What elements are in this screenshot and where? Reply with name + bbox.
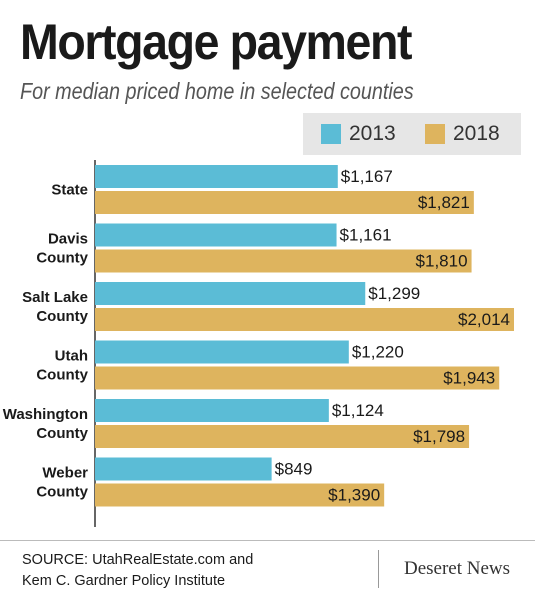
bar-2018	[95, 191, 474, 214]
legend: 2013 2018	[303, 113, 521, 155]
bar-2013	[95, 165, 338, 188]
bar-2018	[95, 308, 514, 331]
bar-2013	[95, 457, 272, 481]
category-label: Utah County	[36, 348, 88, 384]
source-line-1: SOURCE: UtahRealEstate.com and	[22, 552, 254, 568]
deseret-news-logo: Deseret News	[404, 558, 511, 579]
value-label-2013: $1,299	[368, 284, 420, 303]
bar-2013	[95, 399, 329, 422]
value-label-2013: $1,220	[352, 343, 404, 362]
legend-swatch-2013	[321, 124, 341, 144]
legend-item-2018: 2018	[425, 113, 500, 155]
value-label-2013: $1,161	[340, 226, 392, 245]
value-label-2018: $1,821	[418, 193, 470, 212]
category-label: Weber County	[36, 465, 88, 501]
value-label-2018: $1,798	[413, 427, 465, 446]
value-label-2018: $2,014	[458, 310, 510, 329]
legend-item-2013: 2013	[321, 113, 396, 155]
value-label-2018: $1,390	[328, 486, 380, 505]
legend-label-2013: 2013	[349, 122, 396, 145]
bar-2018	[95, 483, 385, 507]
chart-title: Mortgage payment	[20, 14, 412, 70]
chart-subtitle: For median priced home in selected count…	[20, 78, 414, 104]
bar-2013	[95, 340, 349, 364]
bar-chart: State $1,167 $1,821 Davis County $1,161 $1,810…	[3, 160, 514, 527]
footer-divider	[378, 550, 379, 588]
source-line-2: Kem C. Gardner Policy Institute	[22, 573, 226, 589]
footer-rule	[0, 540, 535, 541]
bar-2013	[95, 223, 337, 247]
value-label-2013: $849	[275, 460, 313, 479]
bar-2018	[95, 425, 470, 448]
category-label: Davis County	[36, 231, 88, 267]
value-label-2018: $1,943	[443, 369, 495, 388]
category-label: Washington County	[3, 406, 89, 442]
value-label-2013: $1,167	[341, 167, 393, 186]
bar-2018	[95, 366, 500, 390]
category-label: Salt Lake County	[22, 289, 89, 325]
bar-2018	[95, 249, 472, 273]
source-note: SOURCE: UtahRealEstate.com and Kem C. Ga…	[22, 550, 322, 592]
bar-2013	[95, 282, 366, 305]
category-label: State	[51, 182, 88, 199]
legend-swatch-2018	[425, 124, 445, 144]
value-label-2018: $1,810	[416, 252, 468, 271]
legend-label-2018: 2018	[453, 122, 500, 145]
value-label-2013: $1,124	[332, 401, 384, 420]
